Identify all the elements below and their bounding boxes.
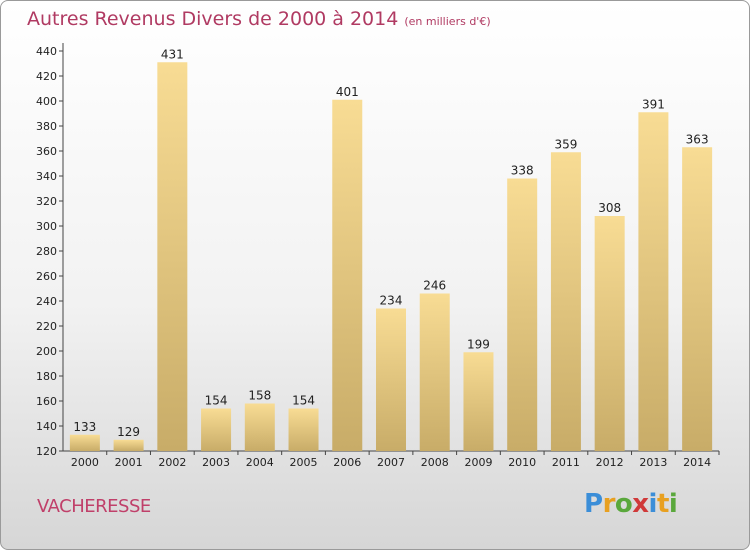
data-label: 363 [686, 132, 709, 146]
y-tick-label: 360 [36, 145, 57, 158]
data-label: 308 [598, 201, 621, 215]
y-tick-label: 320 [36, 195, 57, 208]
data-label: 129 [117, 425, 140, 439]
y-tick-label: 240 [36, 295, 57, 308]
bar [682, 147, 713, 451]
y-tick-label: 180 [36, 370, 57, 383]
logo-letter: t [656, 489, 669, 519]
y-tick-label: 380 [36, 120, 57, 133]
chart-title: Autres Revenus Divers de 2000 à 2014 (en … [27, 8, 491, 30]
logo-letter: x [632, 489, 649, 519]
x-tick-label: 2014 [683, 456, 711, 469]
logo-letter: P [584, 489, 603, 519]
bar [638, 112, 669, 451]
y-tick-label: 400 [36, 95, 57, 108]
data-label: 359 [554, 137, 577, 151]
y-tick-label: 300 [36, 220, 57, 233]
logo-letter: r [602, 489, 616, 519]
data-label: 401 [336, 85, 359, 99]
bar [463, 352, 494, 451]
data-label: 158 [248, 389, 271, 403]
x-tick-label: 2009 [464, 456, 492, 469]
data-label: 154 [292, 394, 315, 408]
x-tick-label: 2004 [246, 456, 274, 469]
data-label: 431 [161, 47, 184, 61]
data-label: 391 [642, 97, 665, 111]
bar [113, 439, 144, 451]
data-label: 338 [511, 164, 534, 178]
bar [550, 152, 581, 451]
bar [332, 99, 363, 451]
bar [594, 216, 625, 451]
town-name: VACHERESSE [37, 496, 151, 517]
logo-letter: i [668, 489, 678, 519]
y-tick-label: 260 [36, 270, 57, 283]
y-tick-label: 440 [36, 45, 57, 58]
proxiti-logo: Proxiti [584, 489, 678, 519]
x-tick-label: 2013 [639, 456, 667, 469]
data-label: 246 [423, 279, 446, 293]
x-tick-label: 2006 [333, 456, 361, 469]
bar [157, 62, 188, 451]
bar [288, 408, 319, 451]
x-tick-label: 2005 [290, 456, 318, 469]
x-tick-label: 2002 [158, 456, 186, 469]
data-label: 199 [467, 337, 490, 351]
bar [419, 293, 450, 451]
title-unit: (en milliers d'€) [404, 15, 491, 28]
x-tick-label: 2000 [71, 456, 99, 469]
data-label: 234 [380, 294, 403, 308]
labels: 2000 133 2001 129 2002 431 2003 154 2004 158 2005 1… [71, 47, 711, 469]
bar [201, 408, 232, 451]
x-tick-label: 2010 [508, 456, 536, 469]
y-tick-label: 160 [36, 395, 57, 408]
data-label: 133 [73, 420, 96, 434]
logo-letter: o [614, 489, 633, 519]
y-tick-label: 140 [36, 420, 57, 433]
bar [244, 403, 275, 451]
x-tick-label: 2003 [202, 456, 230, 469]
logo-letter: i [648, 489, 658, 519]
title-text: Autres Revenus Divers de 2000 à 2014 [27, 8, 399, 30]
bars [69, 62, 713, 451]
x-tick-label: 2011 [552, 456, 580, 469]
bar [507, 178, 538, 451]
bar [69, 434, 100, 451]
x-tick-label: 2008 [421, 456, 449, 469]
x-tick-label: 2012 [596, 456, 624, 469]
y-tick-label: 120 [36, 445, 57, 458]
x-tick-label: 2007 [377, 456, 405, 469]
x-tick-label: 2001 [115, 456, 143, 469]
bar [376, 308, 406, 451]
y-tick-label: 220 [36, 320, 57, 333]
y-tick-label: 280 [36, 245, 57, 258]
data-label: 154 [205, 394, 228, 408]
y-tick-label: 200 [36, 345, 57, 358]
y-tick-label: 340 [36, 170, 57, 183]
y-tick-label: 420 [36, 70, 57, 83]
